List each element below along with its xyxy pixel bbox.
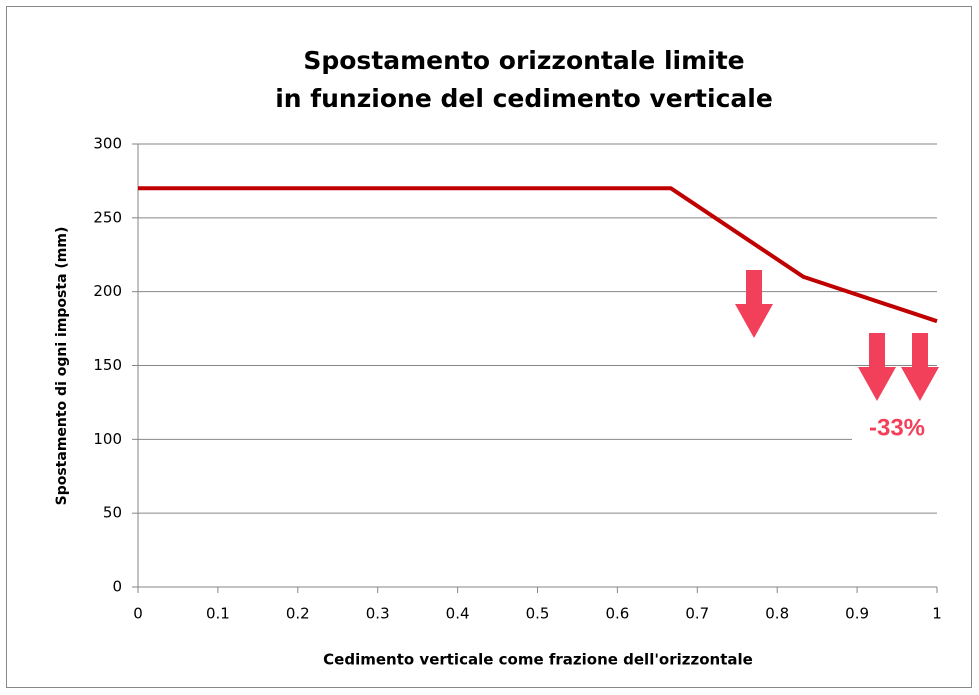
y-axis-label: Spostamento di ogni imposta (mm) [54, 227, 70, 506]
arrow-icon [901, 333, 939, 401]
y-tick-label: 300 [93, 135, 122, 153]
y-tick-label: 150 [93, 356, 122, 374]
chart-border [6, 6, 972, 688]
y-tick-label: 250 [93, 208, 122, 226]
arrow-icon [858, 333, 896, 401]
x-tick-label: 0.5 [526, 605, 550, 623]
y-tick-label: 100 [93, 430, 122, 448]
x-tick-label: 0.3 [366, 605, 390, 623]
data-line [138, 186, 938, 324]
x-tick-label: 0.8 [765, 605, 789, 623]
arrow-icon [735, 270, 773, 338]
annotation-bg [852, 414, 942, 444]
annotation: -33% [869, 414, 925, 441]
x-tick-label: 0.9 [845, 605, 869, 623]
x-tick-label: 0.2 [286, 605, 310, 623]
x-tick-label: 0.1 [206, 605, 230, 623]
x-axis-label: Cedimento verticale come frazione dell'o… [323, 651, 753, 669]
x-tick-label: 0 [133, 605, 143, 623]
x-tick-label: 0.7 [685, 605, 709, 623]
y-tick-label: 200 [93, 282, 122, 300]
x-tick-label: 0.6 [605, 605, 629, 623]
y-tick-label: 50 [103, 504, 122, 522]
x-tick-label: 0.4 [446, 605, 470, 623]
x-tick-label: 1 [932, 605, 942, 623]
chart-title: Spostamento orizzontale limite [303, 46, 744, 75]
y-tick-label: 0 [112, 578, 122, 596]
chart-title: in funzione del cedimento verticale [275, 84, 773, 113]
